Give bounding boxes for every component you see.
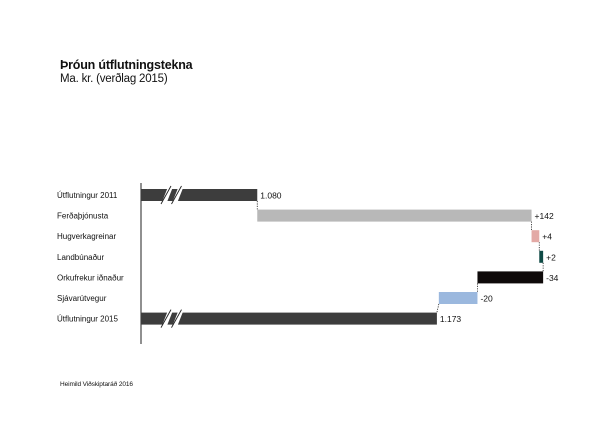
value-label: +142 — [535, 211, 554, 221]
bar — [141, 312, 437, 325]
value-label: +4 — [542, 232, 552, 242]
category-label: Útflutningur 2011 — [57, 191, 118, 200]
category-label: Ferðaþjónusta — [57, 212, 109, 221]
category-label: Landbúnaður — [57, 253, 104, 262]
chart-subtitle: Ma. kr. (verðlag 2015) — [60, 73, 168, 85]
category-label: Hugverkagreinar — [57, 232, 116, 241]
bar — [141, 189, 258, 201]
value-label: 1.080 — [260, 191, 282, 201]
source-note: Heimild Viðskiptaráð 2016 — [60, 381, 133, 388]
value-label: -34 — [546, 273, 559, 283]
bars-layer: Útflutningur 2011 1.080 Ferðaþjónusta +142 H… — [57, 185, 559, 328]
axis-break-slash — [171, 309, 182, 328]
axis-break-slash — [171, 185, 182, 205]
category-label: Orkufrekur iðnaður — [57, 273, 124, 282]
bar — [438, 292, 478, 304]
bar — [257, 209, 532, 222]
axis-break-slash — [160, 185, 172, 205]
connector-line — [436, 303, 440, 313]
axis-break-slash — [160, 309, 172, 328]
category-label: Útflutningur 2015 — [57, 315, 118, 324]
value-label: 1.173 — [440, 314, 462, 324]
chart-title: Þróun útflutningstekna — [60, 58, 193, 72]
value-label: -20 — [480, 294, 493, 304]
bar — [477, 271, 544, 284]
value-label: +2 — [546, 252, 556, 262]
category-label: Sjávarútvegur — [57, 294, 107, 303]
bar — [531, 230, 540, 243]
bar — [539, 250, 544, 263]
